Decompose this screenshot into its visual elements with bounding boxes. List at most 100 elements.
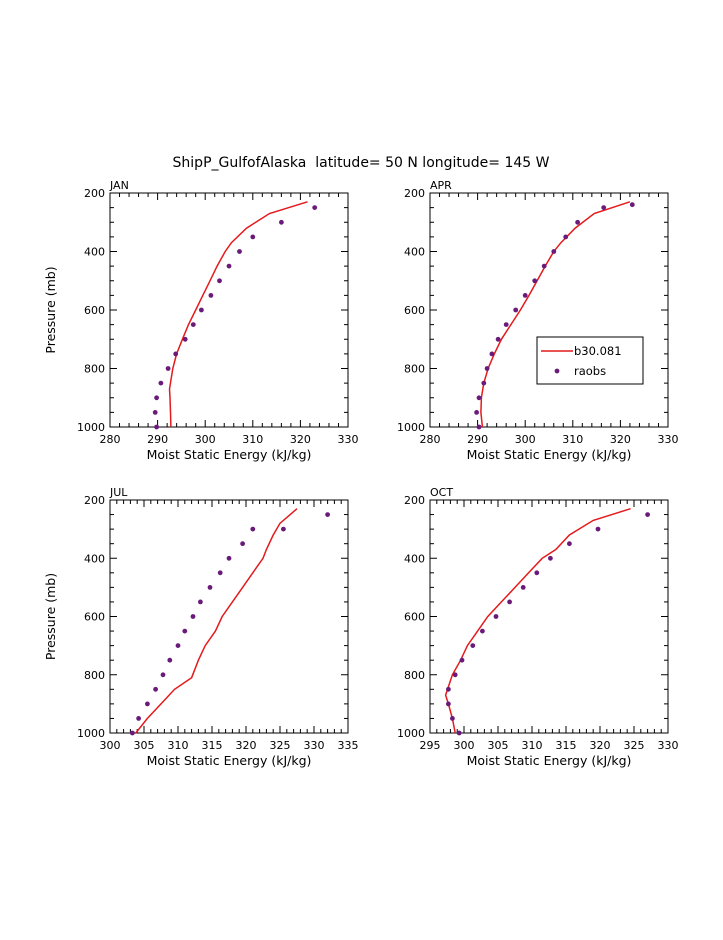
y-tick-label: 600 bbox=[84, 304, 105, 317]
raobs-point bbox=[548, 555, 553, 561]
model-line bbox=[135, 508, 298, 734]
raobs-point bbox=[575, 219, 580, 225]
x-tick-label: 325 bbox=[270, 739, 291, 752]
model-line bbox=[168, 201, 308, 428]
legend-entry-raobs: raobs bbox=[574, 364, 606, 378]
raobs-point bbox=[130, 730, 135, 736]
raobs-point bbox=[520, 585, 526, 590]
x-tick-label: 320 bbox=[610, 433, 631, 446]
x-tick-label: 290 bbox=[147, 433, 168, 446]
raobs-point bbox=[476, 424, 482, 430]
panel-label: JUL bbox=[109, 486, 128, 499]
y-tick-label: 400 bbox=[404, 246, 425, 259]
x-tick-label: 320 bbox=[290, 433, 311, 446]
y-tick-label: 200 bbox=[84, 187, 105, 200]
x-tick-label: 300 bbox=[100, 739, 121, 752]
raobs-point bbox=[198, 599, 203, 605]
y-tick-label: 200 bbox=[404, 187, 425, 200]
raobs-point bbox=[601, 205, 607, 211]
raobs-point bbox=[459, 657, 465, 663]
raobs-point bbox=[481, 380, 487, 386]
y-tick-label: 1000 bbox=[77, 421, 105, 434]
raobs-point bbox=[474, 410, 479, 415]
raobs-point bbox=[190, 614, 196, 619]
raobs-point bbox=[563, 234, 569, 240]
raobs-point bbox=[450, 716, 455, 721]
raobs-point bbox=[645, 512, 650, 517]
raobs-point bbox=[507, 599, 512, 605]
x-tick-label: 305 bbox=[134, 739, 155, 752]
raobs-point bbox=[153, 686, 159, 692]
x-tick-label: 300 bbox=[454, 739, 475, 752]
raobs-point bbox=[495, 336, 501, 342]
x-tick-label: 310 bbox=[168, 739, 189, 752]
raobs-point bbox=[503, 322, 509, 327]
plot-frame bbox=[429, 499, 669, 734]
y-tick-label: 1000 bbox=[397, 421, 425, 434]
raobs-point bbox=[484, 366, 490, 371]
model-line bbox=[480, 201, 631, 428]
raobs-point bbox=[312, 205, 318, 211]
x-tick-label: 330 bbox=[338, 433, 359, 446]
x-tick-label: 300 bbox=[515, 433, 536, 446]
raobs-point bbox=[190, 322, 196, 327]
raobs-point bbox=[567, 541, 572, 547]
legend: b30.081 raobs bbox=[536, 336, 644, 385]
raobs-point bbox=[199, 307, 204, 313]
x-tick-label: 320 bbox=[590, 739, 611, 752]
x-tick-label: 310 bbox=[562, 433, 583, 446]
x-tick-label: 300 bbox=[195, 433, 216, 446]
x-tick-label: 330 bbox=[658, 739, 679, 752]
legend-dot-swatch bbox=[554, 368, 560, 374]
raobs-point bbox=[281, 526, 286, 532]
raobs-point bbox=[629, 202, 635, 208]
x-axis-label: Moist Static Energy (kJ/kg) bbox=[147, 447, 312, 462]
legend-box bbox=[536, 336, 644, 385]
raobs-point bbox=[493, 614, 499, 619]
plot-frame bbox=[429, 192, 669, 428]
raobs-point bbox=[452, 672, 458, 678]
raobs-point bbox=[534, 570, 540, 576]
raobs-point bbox=[446, 686, 451, 692]
raobs-point bbox=[489, 351, 495, 357]
model-line bbox=[444, 507, 631, 734]
raobs-point bbox=[217, 570, 223, 576]
raobs-point bbox=[182, 628, 188, 634]
raobs-point bbox=[470, 643, 476, 648]
x-axis-label: Moist Static Energy (kJ/kg) bbox=[467, 447, 632, 462]
raobs-point bbox=[279, 219, 284, 225]
raobs-point bbox=[250, 526, 256, 532]
raobs-point bbox=[522, 293, 528, 298]
figure-title: ShipP_GulfofAlaska latitude= 50 N longit… bbox=[173, 155, 550, 171]
y-tick-label: 800 bbox=[84, 363, 105, 376]
raobs-point bbox=[173, 351, 179, 357]
panel-apr: APR 280 290 300 310 320 330 200 400 600 800 1000 Moi… bbox=[397, 179, 679, 462]
y-tick-label: 1000 bbox=[77, 727, 105, 740]
x-axis-label: Moist Static Energy (kJ/kg) bbox=[467, 753, 632, 768]
y-tick-label: 800 bbox=[404, 363, 425, 376]
raobs-point bbox=[175, 643, 181, 648]
raobs-point bbox=[476, 395, 482, 401]
x-tick-label: 290 bbox=[467, 433, 488, 446]
raobs-point bbox=[167, 657, 173, 663]
panel-jul: JUL 300 305 310 315 320 325 330 335 200 400 600 800 1… bbox=[43, 486, 359, 768]
raobs-point bbox=[240, 541, 246, 547]
raobs-point bbox=[595, 526, 601, 532]
y-tick-label: 200 bbox=[84, 494, 105, 507]
x-tick-label: 315 bbox=[202, 739, 223, 752]
panel-label: APR bbox=[430, 179, 452, 192]
panel-oct: OCT 295 300 305 310 315 320 325 330 200 400 600 800 1… bbox=[397, 486, 679, 768]
x-tick-label: 330 bbox=[304, 739, 325, 752]
y-tick-label: 400 bbox=[84, 552, 105, 565]
x-tick-label: 310 bbox=[242, 433, 263, 446]
panel-label: JAN bbox=[109, 179, 129, 192]
x-axis-label: Moist Static Energy (kJ/kg) bbox=[147, 753, 312, 768]
plot-frame bbox=[109, 499, 349, 734]
y-axis-label: Pressure (mb) bbox=[43, 573, 58, 660]
y-tick-label: 600 bbox=[84, 611, 105, 624]
panels: JAN 280 290 300 310 320 330 200 400 600 800 1000 Moi… bbox=[43, 179, 679, 768]
x-tick-label: 280 bbox=[420, 433, 441, 446]
raobs-point bbox=[217, 278, 222, 284]
x-tick-label: 310 bbox=[522, 739, 543, 752]
raobs-point bbox=[446, 701, 451, 707]
